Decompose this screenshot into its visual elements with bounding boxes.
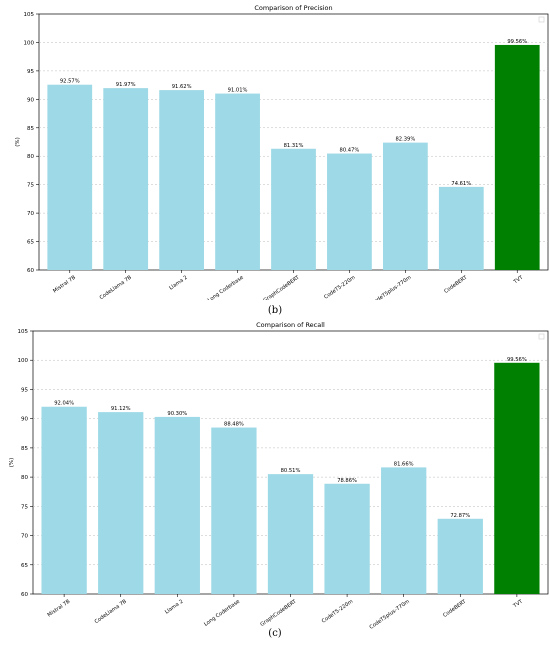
recall-chart-panel: Comparison of Recall 60 65 70 75 80 85 90 95 100 1…	[0, 320, 550, 652]
y-tick-label: 100	[18, 358, 29, 364]
x-tick-label: Llama 2	[168, 275, 188, 292]
bar	[98, 412, 144, 594]
y-axis-label: (%)	[9, 458, 15, 468]
x-tick-label: CodeT5plus-770m	[370, 275, 412, 300]
bar	[271, 148, 316, 270]
bar-value-label: 99.56%	[507, 39, 527, 45]
bar	[47, 84, 93, 270]
y-tick-label: 60	[21, 592, 28, 598]
bar-value-label: 92.04%	[54, 401, 74, 407]
y-tick-label: 60	[27, 268, 34, 274]
y-tick-label: 100	[24, 40, 35, 46]
x-tick-label: GraphCodeBERT	[262, 274, 301, 300]
bar-value-label: 81.31%	[284, 143, 304, 149]
y-tick-label: 80	[27, 154, 34, 160]
y-tick-label: 85	[21, 446, 28, 452]
figure-caption-b: (b)	[267, 305, 283, 316]
bar	[103, 88, 149, 270]
y-tick-label: 65	[27, 240, 34, 246]
bar-value-label: 91.97%	[116, 82, 136, 88]
x-tick-label: TVT	[512, 274, 525, 286]
bar-value-label: 91.62%	[172, 84, 192, 90]
bar	[382, 142, 428, 270]
bar	[437, 518, 483, 594]
precision-chart-panel: Comparison of Precision 60 65 70 75 80 85 90 95 1…	[15, 4, 549, 316]
recall-chart: Comparison of Recall 60 65 70 75 80 85 90 95 100 1…	[9, 321, 549, 630]
bar	[494, 44, 540, 270]
y-tick-label: 105	[18, 329, 29, 335]
bar	[41, 406, 87, 594]
y-tick-label: 85	[27, 126, 34, 132]
bar-value-label: 80.51%	[281, 468, 301, 474]
bar	[438, 186, 484, 270]
x-tick-label: CodeLlama 7B	[99, 274, 134, 300]
bar-value-label: 72.87%	[450, 513, 470, 519]
legend-box	[538, 16, 545, 23]
y-tick-label: 95	[21, 387, 28, 393]
bar-value-label: 91.12%	[111, 406, 131, 412]
x-tick-label: TVT	[512, 598, 525, 610]
x-tick-label: CodeT5-220m	[323, 275, 356, 300]
x-tick-label: Mistral 7B	[52, 274, 77, 294]
bar-value-label: 78.86%	[337, 478, 357, 484]
precision-chart: Comparison of Precision 60 65 70 75 80 85 90 95 1…	[15, 4, 549, 300]
bar-value-label: 82.39%	[395, 137, 415, 143]
x-tick-label: Mistral 7B	[47, 598, 72, 618]
x-tick-label: GraphCodeBERT	[259, 598, 298, 628]
chart-title: Comparison of Precision	[254, 4, 332, 12]
bar	[154, 416, 200, 594]
x-tick-label: Long Coderbase	[203, 599, 241, 628]
bar-value-label: 81.66%	[394, 461, 414, 467]
x-tick-label: CodeT5plus-770m	[369, 599, 411, 630]
bar	[159, 90, 205, 270]
x-tick-label: Long Coderbase	[207, 275, 245, 300]
bar-value-label: 91.01%	[228, 88, 248, 94]
y-tick-label: 90	[21, 417, 28, 423]
bar	[381, 467, 427, 594]
chart-title: Comparison of Recall	[256, 321, 325, 329]
y-tick-label: 95	[27, 69, 34, 75]
x-tick-label: CodeBERT	[443, 274, 469, 295]
y-tick-label: 70	[21, 534, 28, 540]
bar-value-label: 80.47%	[340, 148, 360, 154]
bar	[267, 474, 314, 594]
bar	[211, 427, 257, 594]
y-tick-label: 75	[21, 504, 28, 510]
y-tick-label: 75	[27, 183, 34, 189]
bar-value-label: 74.61%	[451, 181, 471, 187]
bar-value-label: 99.56%	[507, 357, 527, 363]
x-tick-label: CodeBERT	[442, 598, 468, 619]
bar	[215, 93, 260, 270]
bar	[494, 362, 540, 594]
figure-caption-c: (c)	[268, 628, 282, 639]
y-tick-label: 90	[27, 97, 34, 103]
bar	[327, 153, 372, 270]
bar-value-label: 92.57%	[60, 79, 80, 85]
x-tick-label: CodeLlama 7B	[94, 598, 129, 625]
y-tick-label: 65	[21, 563, 28, 569]
bar	[324, 483, 370, 594]
x-tick-label: CodeT5-220m	[321, 599, 354, 625]
x-tick-label: Llama 2	[164, 599, 184, 616]
y-tick-label: 80	[21, 475, 28, 481]
bar-value-label: 90.30%	[167, 411, 187, 417]
legend-box	[538, 333, 545, 340]
y-tick-label: 105	[24, 12, 35, 18]
y-axis-label: (%)	[15, 137, 21, 147]
bar-value-label: 88.48%	[224, 422, 244, 428]
y-tick-label: 70	[27, 211, 34, 217]
